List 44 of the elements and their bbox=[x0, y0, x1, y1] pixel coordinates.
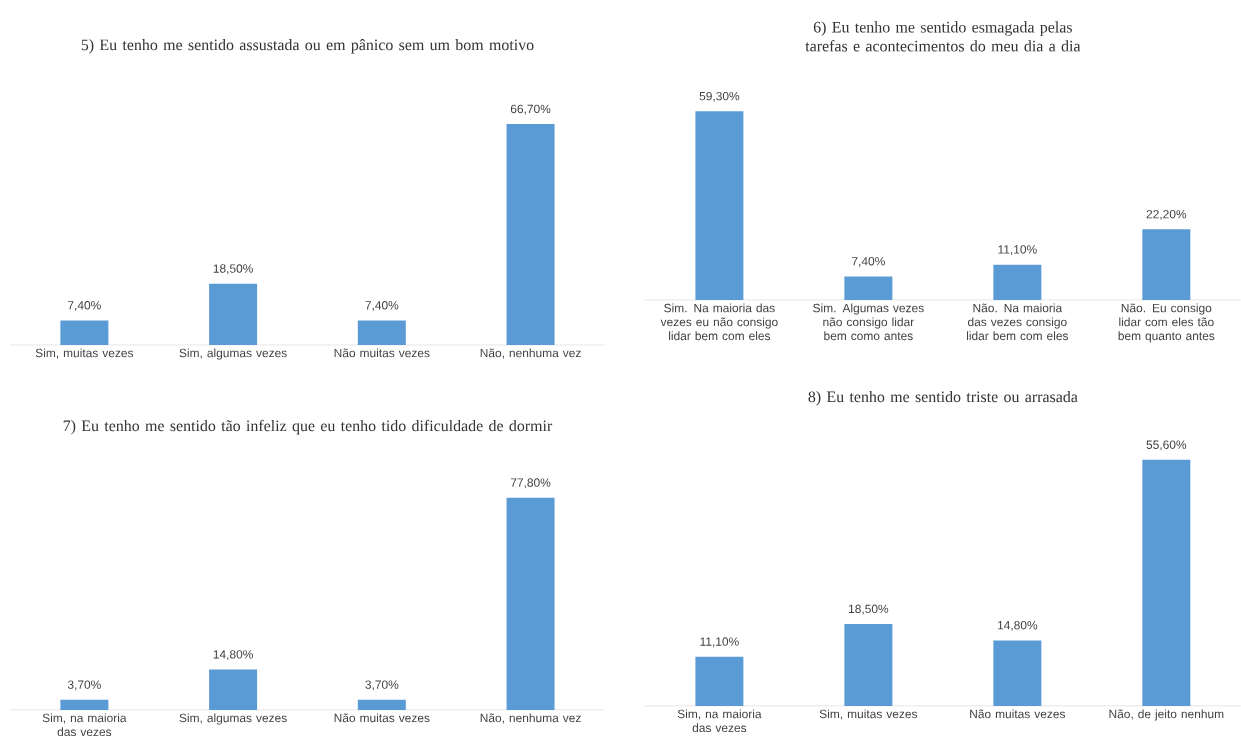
data-label: 18,50% bbox=[213, 264, 253, 275]
x-tick-label: Sim. Na maioria das vezes eu não consigo lidar bem com eles bbox=[660, 303, 778, 341]
data-label: 59,30% bbox=[699, 91, 740, 102]
data-label: 18,50% bbox=[849, 604, 889, 615]
bar bbox=[1142, 229, 1191, 301]
x-tick-label: Não muitas vezes bbox=[334, 348, 430, 358]
x-tick-label: Não. Eu consigo lidar com eles tão bem quanto antes bbox=[1118, 303, 1215, 343]
data-label: 22,20% bbox=[1146, 209, 1187, 220]
bar bbox=[1142, 459, 1191, 706]
data-label: 3,70% bbox=[67, 680, 101, 691]
data-label: 3,70% bbox=[365, 680, 399, 691]
x-tick-label: Sim, na maioria das vezes bbox=[42, 713, 127, 737]
x-tick-label: Sim, na maioria das vezes bbox=[677, 709, 762, 733]
x-tick-label: Não. Na maioria das vezes consigo lidar bem com eles bbox=[967, 303, 1069, 341]
data-label: 14,80% bbox=[213, 650, 253, 661]
data-label: 77,80% bbox=[510, 478, 551, 489]
data-label: 7,40% bbox=[852, 257, 885, 267]
x-tick-label: Não, nenhuma vez bbox=[480, 348, 581, 359]
x-tick-label: Não, de jeito nenhum bbox=[1109, 709, 1224, 721]
bar bbox=[844, 624, 893, 706]
data-label: 55,60% bbox=[1146, 440, 1187, 451]
x-tick-label: Sim, algumas vezes bbox=[179, 348, 287, 360]
x-tick-label: Não, nenhuma vez bbox=[480, 713, 581, 724]
chart-title: 8) Eu tenho me sentido triste ou arrasada bbox=[808, 391, 1078, 406]
data-label: 14,80% bbox=[997, 621, 1038, 631]
chart-title: 7) Eu tenho me sentido tão infeliz que eu tenho tido dificuldade de dormir bbox=[63, 419, 553, 435]
data-label: 11,10% bbox=[998, 245, 1037, 256]
data-label: 11,10% bbox=[700, 637, 739, 648]
bar bbox=[993, 264, 1042, 301]
data-label: 66,70% bbox=[510, 104, 551, 115]
data-label: 7,40% bbox=[365, 301, 399, 311]
x-tick-label: Sim. Algumas vezes não consigo lidar bem como antes bbox=[813, 303, 924, 341]
x-tick-label: Não muitas vezes bbox=[334, 713, 430, 723]
x-tick-label: Não muitas vezes bbox=[970, 709, 1066, 719]
bar bbox=[993, 640, 1042, 706]
bar bbox=[695, 111, 744, 301]
bar bbox=[844, 276, 893, 301]
chart-title: 6) Eu tenho me sentido esmagada pelas tarefas e acontecimentos do meu dia a dia bbox=[805, 21, 1081, 52]
bar bbox=[695, 656, 744, 706]
x-tick-label: Sim, muitas vezes bbox=[819, 709, 918, 720]
x-tick-label: Sim, algumas vezes bbox=[179, 713, 287, 725]
data-label: 7,40% bbox=[68, 301, 101, 311]
x-tick-label: Sim, muitas vezes bbox=[35, 348, 134, 359]
chart-title: 5) Eu tenho me sentido assustada ou em pânico sem um bom motivo bbox=[81, 39, 534, 54]
